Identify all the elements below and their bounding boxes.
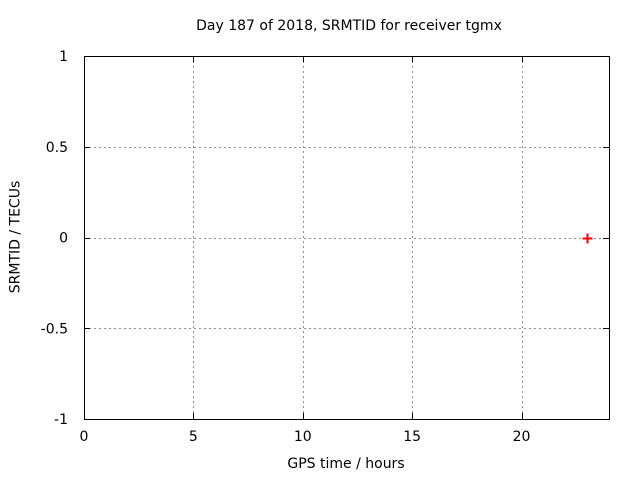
axes-layer bbox=[84, 56, 610, 420]
data-point-marker bbox=[582, 233, 593, 244]
y-tick-label: 1 bbox=[59, 49, 68, 65]
x-tick-label: 5 bbox=[189, 429, 198, 445]
y-tick-label: 0 bbox=[59, 231, 68, 247]
tick-label-layer: 0 5 10 15 20 -1 -0.5 0 0.5 1 bbox=[41, 49, 531, 445]
y-axis-label: SRMTID / TECUs bbox=[8, 181, 24, 294]
chart-title: Day 187 of 2018, SRMTID for receiver tgm… bbox=[196, 18, 502, 34]
x-tick-label: 15 bbox=[403, 429, 421, 445]
x-tick-label: 0 bbox=[80, 429, 89, 445]
y-tick-label: 0.5 bbox=[46, 140, 68, 156]
x-tick-label: 20 bbox=[513, 429, 531, 445]
grid-layer bbox=[84, 56, 609, 419]
y-tick-label: -1 bbox=[54, 412, 68, 428]
x-tick-label: 10 bbox=[294, 429, 312, 445]
plot-border bbox=[84, 56, 610, 420]
data-points-layer bbox=[582, 233, 593, 244]
y-tick-label: -0.5 bbox=[41, 321, 68, 337]
x-axis-label: GPS time / hours bbox=[287, 456, 404, 472]
